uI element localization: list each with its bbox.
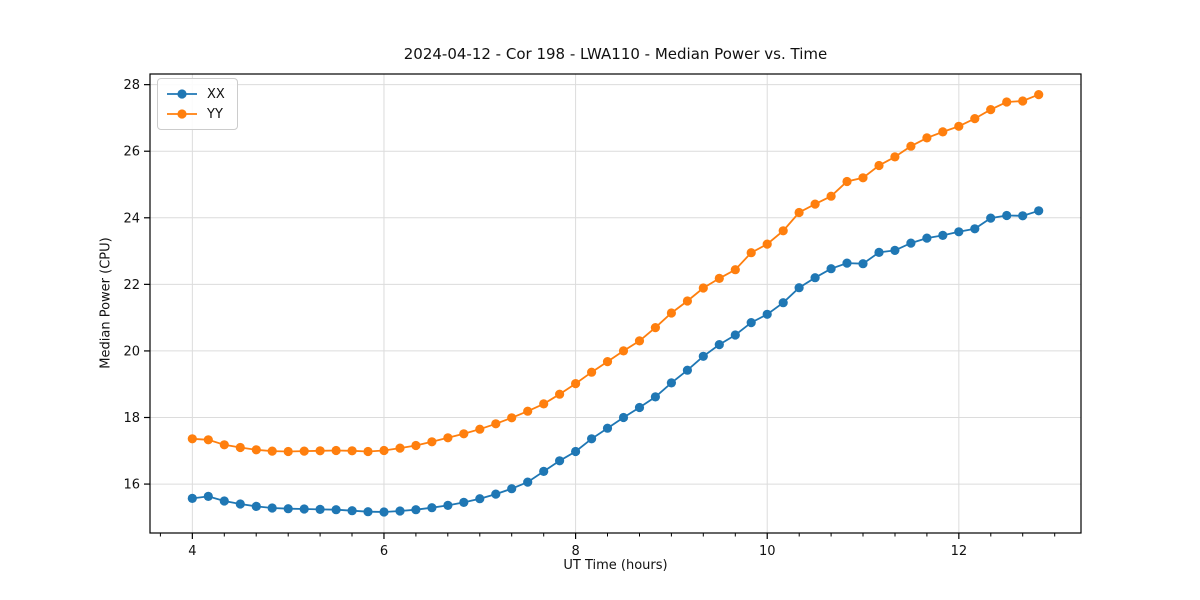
legend-item-xx: XX	[166, 84, 225, 104]
legend-item-yy: YY	[166, 104, 225, 124]
svg-text:20: 20	[123, 344, 140, 359]
svg-text:28: 28	[123, 78, 140, 93]
svg-text:18: 18	[123, 411, 140, 426]
x-axis-label: UT Time (hours)	[563, 558, 668, 573]
y-axis-label: Median Power (CPU)	[98, 237, 114, 369]
svg-text:22: 22	[123, 278, 140, 293]
legend-label-yy: YY	[207, 106, 223, 122]
svg-text:26: 26	[123, 145, 140, 160]
svg-text:12: 12	[951, 544, 968, 559]
svg-text:10: 10	[759, 544, 776, 559]
svg-text:4: 4	[188, 544, 196, 559]
legend-label-xx: XX	[207, 86, 225, 102]
svg-text:16: 16	[123, 478, 140, 493]
svg-text:6: 6	[380, 544, 388, 559]
legend-line-marker-xx	[167, 89, 197, 99]
svg-text:8: 8	[571, 544, 579, 559]
chart-title: 2024-04-12 - Cor 198 - LWA110 - Median P…	[403, 45, 828, 63]
legend: XX YY	[157, 78, 238, 130]
svg-text:24: 24	[123, 211, 140, 226]
legend-line-marker-yy	[167, 109, 197, 119]
